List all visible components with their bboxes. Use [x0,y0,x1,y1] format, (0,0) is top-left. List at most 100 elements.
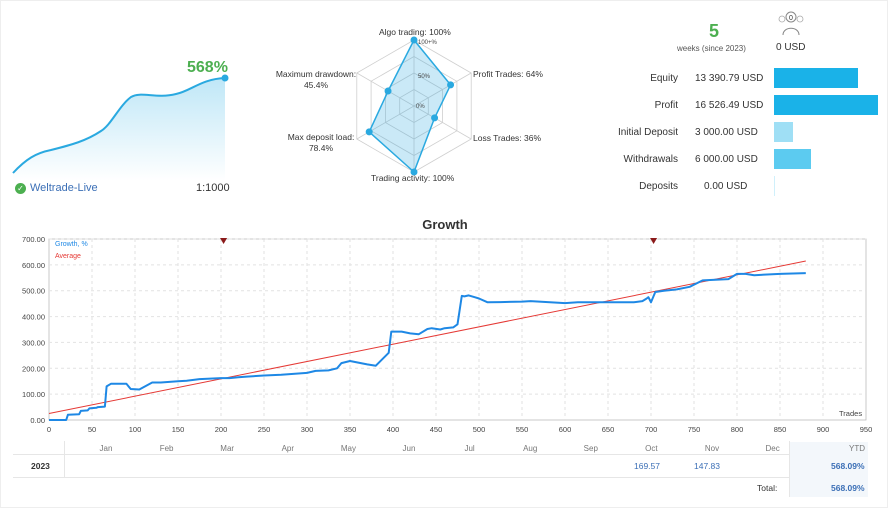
verified-check-icon: ✓ [15,182,26,194]
growth-percent: 568% [187,59,228,76]
table-divider [13,454,868,455]
total-label: Total: [757,483,778,493]
plot-frame [48,238,867,421]
x-tick-label: 300 [301,425,314,434]
month-header: Mar [220,444,235,453]
withdrawals-value: 6 000.00 USD [695,154,758,165]
radar-chart: 100+% 50% 0% [356,36,472,176]
weeks-count: 5 [708,21,719,41]
profit-label: Profit [654,100,678,111]
mini-growth-endpoint [221,74,229,82]
profit-bar [774,95,878,115]
radar-label-deposit-load-title: Max deposit load: [287,132,355,142]
radar-label-deposit-load-value: 78.4% [308,143,334,153]
mini-growth-line [12,77,226,174]
ytd-column [790,442,868,497]
weeks-caption: weeks (since 2023) [677,44,746,53]
radar-ring-label: 50% [418,74,431,80]
radar-point [410,168,418,176]
month-header: Jan [99,444,113,453]
month-header: Jul [464,444,475,453]
x-tick-label: 900 [817,425,830,434]
growth-x-ticks: 0 50 100 150 200 250 300 350 400 450 500 550 600 650 7… [47,425,872,434]
profit-value: 16 526.49 USD [695,100,764,111]
table-divider [789,441,790,497]
growth-grid [48,238,867,421]
series-line-average [48,260,806,414]
x-tick-label: 450 [430,425,443,434]
y-tick-label: 700.00 [22,235,45,244]
equity-label: Equity [650,73,678,84]
initial-deposit-value: 3 000.00 USD [695,127,758,138]
y-tick-label: 0.00 [30,416,45,425]
x-tick-label: 600 [559,425,572,434]
y-tick-label: 200.00 [22,364,45,373]
growth-x-axis-label: Trades [839,409,862,418]
month-header: Nov [704,444,720,453]
radar-label-activity: Trading activity: 100% [371,173,455,183]
month-header: Apr [281,444,295,453]
year-label: 2023 [31,461,50,471]
radar-point [410,36,418,44]
table-divider [13,477,868,478]
event-marker-icon [220,238,228,244]
y-tick-label: 100.00 [22,390,45,399]
radar-label-profit: Profit Trades: 64% [473,69,543,79]
radar-point [365,128,373,136]
x-tick-label: 100 [129,425,142,434]
withdrawals-bar [774,149,812,169]
growth-chart-title: Growth [422,217,468,232]
x-tick-label: 700 [645,425,658,434]
x-tick-label: 550 [516,425,529,434]
radar-label-deposit-load: Max deposit load: 78.4% [285,132,357,154]
x-tick-label: 200 [215,425,228,434]
subscribers-value: 0 USD [776,42,806,53]
month-header: Oct [645,444,658,453]
x-tick-label: 250 [258,425,271,434]
subscribers-icon: 0 [778,11,804,36]
radar-spoke [413,72,472,107]
x-tick-label: 650 [602,425,615,434]
nov-value: 147.83 [694,461,720,471]
withdrawals-label: Withdrawals [623,154,678,165]
radar-point [447,81,455,89]
equity-bar [774,68,859,88]
total-value: 568.09% [831,483,865,493]
radar-label-drawdown: Maximum drawdown: 45.4% [273,69,359,91]
radar-label-drawdown-value: 45.4% [303,80,329,90]
legend-average: Average [55,253,81,260]
legend-growth: Growth, % [55,241,88,248]
month-header: Feb [159,444,174,453]
radar-point [384,87,392,95]
radar-ring-label: 0% [416,104,425,110]
growth-series [48,260,806,421]
deposits-value: 0.00 USD [704,181,748,192]
table-divider [64,441,65,477]
month-header: Sep [583,444,598,453]
broker-link[interactable]: ✓ Weltrade-Live [15,182,98,194]
y-tick-label: 400.00 [22,313,45,322]
x-tick-label: 350 [344,425,357,434]
y-tick-label: 300.00 [22,338,45,347]
mini-growth-area [13,78,225,181]
x-tick-label: 0 [47,425,51,434]
radar-spoke [413,105,472,140]
x-tick-label: 850 [774,425,787,434]
x-tick-label: 800 [731,425,744,434]
month-header: May [340,444,356,453]
radar-label-drawdown-title: Maximum drawdown: [275,69,357,79]
y-tick-label: 600.00 [22,261,45,270]
month-header: Aug [523,444,538,453]
radar-label-loss: Loss Trades: 36% [473,133,542,143]
y-tick-label: 500.00 [22,287,45,296]
mini-growth-chart [12,74,229,181]
radar-points [365,36,455,176]
subscribers-count: 0 [789,15,793,22]
event-marker-icon [650,238,658,244]
growth-chart: 0.00 100.00 200.00 300.00 400.00 500.00 600.00… [22,235,872,434]
radar-polygon [368,38,452,174]
ytd-value: 568.09% [831,461,865,471]
month-header: Jun [402,444,416,453]
growth-y-ticks: 0.00 100.00 200.00 300.00 400.00 500.00 600.00… [22,235,45,425]
